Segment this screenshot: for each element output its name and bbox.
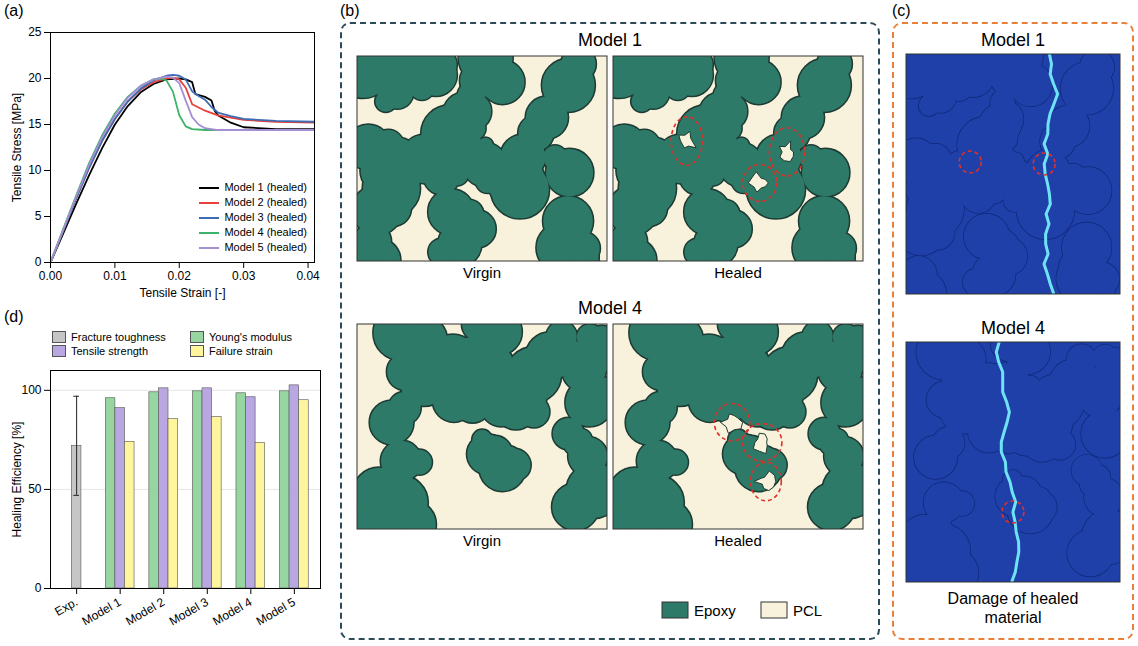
- svg-text:5: 5: [35, 209, 42, 223]
- html-text:(b): (b): [340, 2, 360, 19]
- svg-text:0.03: 0.03: [232, 269, 256, 283]
- svg-text:Model 3: Model 3: [167, 595, 211, 629]
- svg-text:100: 100: [21, 383, 41, 397]
- html-text:Model 2 (healed): Model 2 (healed): [224, 196, 307, 208]
- html-text:(d): (d): [4, 308, 24, 325]
- svg-text:50: 50: [28, 482, 42, 496]
- svg-text:Tensile Stress [MPa]: Tensile Stress [MPa]: [10, 93, 24, 202]
- svg-text:Virgin: Virgin: [463, 532, 501, 549]
- svg-text:20: 20: [28, 71, 42, 85]
- svg-text:Model 1: Model 1: [578, 30, 642, 50]
- svg-text:Tensile Strain [-]: Tensile Strain [-]: [139, 286, 225, 300]
- svg-text:0.01: 0.01: [103, 269, 127, 283]
- svg-text:0: 0: [35, 581, 42, 595]
- svg-text:10: 10: [28, 163, 42, 177]
- svg-text:Model 1: Model 1: [981, 30, 1045, 50]
- svg-text:Model 4: Model 4: [578, 298, 642, 318]
- svg-text:Model 1: Model 1: [80, 595, 124, 629]
- svg-text:Model 4: Model 4: [981, 318, 1045, 338]
- html-text:Model 5 (healed): Model 5 (healed): [224, 241, 307, 253]
- svg-text:Model 4: Model 4: [210, 595, 254, 629]
- svg-text:0.00: 0.00: [39, 269, 63, 283]
- html-text:(a): (a): [4, 2, 24, 19]
- html-text:(c): (c): [892, 2, 911, 19]
- html-text:Fracture toughness: Fracture toughness: [71, 331, 166, 343]
- html-text:Model 1 (healed): Model 1 (healed): [224, 181, 307, 193]
- svg-text:0.04: 0.04: [296, 269, 320, 283]
- svg-text:Damage of healed: Damage of healed: [948, 590, 1079, 607]
- html-text:Failure strain: Failure strain: [209, 345, 273, 357]
- svg-text:Model 2: Model 2: [123, 595, 167, 629]
- svg-text:Healed: Healed: [714, 532, 762, 549]
- svg-text:Exp.: Exp.: [52, 595, 80, 619]
- svg-text:Healing Efficiency [%]: Healing Efficiency [%]: [10, 422, 24, 538]
- svg-text:0.02: 0.02: [168, 269, 192, 283]
- svg-text:Healed: Healed: [714, 264, 762, 281]
- html-text:Tensile strength: Tensile strength: [71, 345, 148, 357]
- svg-text:Virgin: Virgin: [463, 264, 501, 281]
- svg-text:Epoxy: Epoxy: [694, 602, 736, 619]
- html-text:Model 4 (healed): Model 4 (healed): [224, 226, 307, 238]
- svg-text:15: 15: [28, 117, 42, 131]
- svg-text:25: 25: [28, 25, 42, 39]
- html-text:Young's modulus: Young's modulus: [209, 331, 292, 343]
- svg-text:0: 0: [35, 255, 42, 269]
- svg-text:Model 5: Model 5: [254, 595, 298, 629]
- html-text:Model 3 (healed): Model 3 (healed): [224, 211, 307, 223]
- svg-text:PCL: PCL: [793, 602, 822, 619]
- svg-text:material: material: [985, 609, 1042, 626]
